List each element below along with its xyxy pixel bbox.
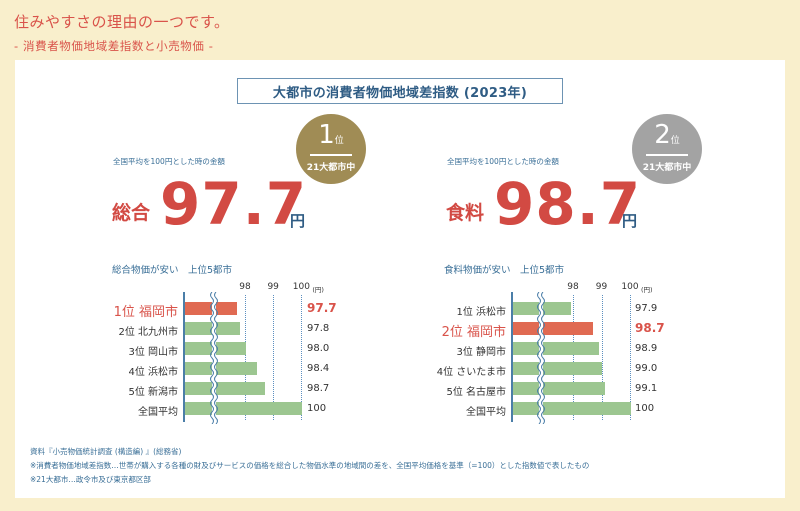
x-tick-label: 100 [621,282,639,292]
bar-value: 98.7 [635,321,665,335]
rank-of: 21大都市中 [642,163,692,173]
headline: 住みやすさの理由の一つです。 [14,13,230,31]
rank-of: 21大都市中 [306,163,356,173]
total-unit: 円 [290,212,306,230]
y-axis [183,292,185,422]
rank-number: 2 [654,120,671,150]
x-tick-label: 99 [267,282,279,292]
bar [512,382,605,395]
bar [184,362,257,375]
food-category: 食料 [446,202,485,224]
bar [512,402,631,415]
chart-title: 総合物価が安い 上位5都市 [112,265,233,276]
bar-value: 98.7 [307,383,330,394]
footnote-source: 資料『小売物価統計調査 (構造編) 』(総務省) [30,447,182,456]
bar-label: 全国平均 [466,407,506,418]
total-rank-badge: 1位 21大都市中 [296,114,366,184]
total-category: 総合 [112,202,151,224]
food-note: 全国平均を100円とした時の金額 [447,157,559,166]
bar-label: 5位 新潟市 [128,387,178,398]
subheadline: - 消費者物価地域差指数と小売物価 - [14,39,214,53]
bar-value: 98.0 [307,343,330,354]
bar-label: 3位 岡山市 [128,347,178,358]
bar-label: 2位 北九州市 [118,327,178,338]
x-unit-label: (円) [641,286,653,294]
x-tick-label: 99 [595,282,608,292]
bar-label: 1位 浜松市 [456,307,506,318]
total-note: 全国平均を100円とした時の金額 [113,157,225,166]
gridline [601,295,603,420]
badge-divider [310,154,352,156]
bar-label: 3位 静岡市 [456,347,506,358]
footnote-definition: ※消費者物価地域差指数…世帯が購入する各種の財及びサービスの価格を総合した物価水… [30,461,590,470]
axis-break-icon [537,292,545,424]
panel-title: 大都市の消費者物価地域差指数 (2023年) [237,78,563,104]
bar-value: 98.9 [635,343,658,354]
bar-value: 97.7 [307,301,337,315]
gridline [301,295,303,420]
chart-title: 食料物価が安い 上位5都市 [444,265,565,276]
gridline [245,295,246,420]
bar-value: 99.1 [635,383,658,394]
food-unit: 円 [622,212,638,230]
x-unit-label: (円) [312,286,324,294]
axis-break-icon [210,292,218,424]
food-value: 98.7 [494,170,642,238]
gridline [630,295,631,420]
footnote-cities: ※21大都市…政令市及び東京都区部 [30,475,151,484]
bar-label: 5位 名古屋市 [446,387,506,398]
bar [184,382,266,395]
bar-label: 2位 福岡市 [441,325,506,340]
bar-label: 1位 福岡市 [113,305,178,320]
gridline [573,295,574,420]
y-axis [511,292,513,422]
bar-label: 全国平均 [138,407,178,418]
bar [512,342,600,355]
bar-value: 97.9 [635,303,658,314]
bar [184,402,302,415]
badge-divider [646,154,688,156]
x-tick-label: 98 [239,282,251,292]
x-tick-label: 100 [292,282,310,292]
bar-value: 97.8 [307,323,330,334]
bar-value: 99.0 [635,363,658,374]
bar-value: 98.4 [307,363,330,374]
bar-value: 100 [635,403,655,414]
rank-suffix: 位 [670,136,680,146]
total-value: 97.7 [160,170,308,238]
gridline [273,295,275,420]
food-rank-badge: 2位 21大都市中 [632,114,702,184]
bar-value: 100 [307,403,327,414]
bar-label: 4位 浜松市 [128,367,178,378]
rank-number: 1 [318,120,335,150]
bar-highlight [512,322,594,335]
x-tick-label: 98 [567,282,579,292]
bar [512,362,602,375]
bar-label: 4位 さいたま市 [436,367,506,378]
rank-suffix: 位 [334,136,344,146]
